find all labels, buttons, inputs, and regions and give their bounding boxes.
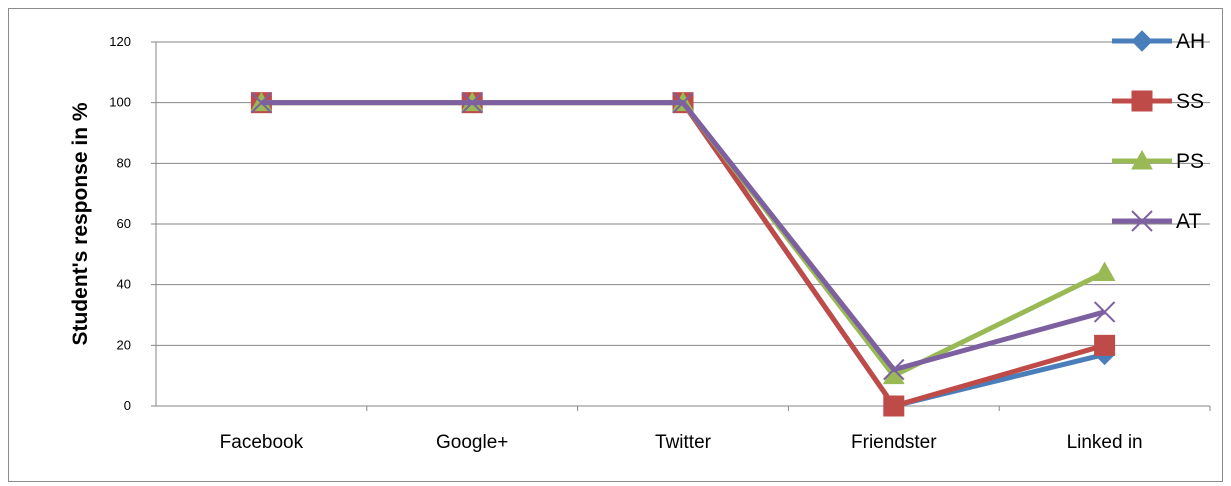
series-line	[261, 100, 1106, 379]
x-category-label: Twitter	[655, 432, 712, 453]
y-tick-label: 40	[117, 277, 131, 292]
series-at	[250, 91, 1116, 381]
series-marker-diamond	[1131, 30, 1153, 52]
series-line	[261, 100, 1106, 373]
legend-label: SS	[1176, 90, 1204, 113]
legend-label: PS	[1176, 150, 1204, 173]
y-tick-label: 120	[109, 34, 131, 49]
series-marker-x	[1131, 210, 1153, 232]
y-axis-label: Student's response in %	[69, 102, 92, 345]
x-category-label: Friendster	[851, 432, 937, 453]
series-marker-x	[250, 91, 273, 114]
legend-item-ss: SS	[1112, 90, 1204, 113]
series-line	[261, 100, 1106, 409]
chart-frame	[8, 8, 1223, 482]
series-lines	[250, 91, 1116, 417]
series-marker-square	[1094, 334, 1116, 356]
legend-item-ps: PS	[1112, 149, 1204, 173]
x-category-label: Facebook	[220, 432, 304, 453]
legend-label: AT	[1176, 210, 1201, 233]
y-axis-ticks: 0 20 40 60 80 100 120	[109, 34, 131, 413]
series-marker-triangle	[1093, 261, 1116, 282]
series-marker-triangle	[1131, 149, 1153, 170]
series-marker-x	[461, 91, 483, 114]
series-marker-x	[883, 358, 905, 381]
legend-item-at: AT	[1112, 210, 1201, 233]
series-ss	[250, 92, 1116, 417]
x-category-label: Linked in	[1067, 432, 1143, 453]
legend-item-ah: AH	[1112, 30, 1205, 53]
series-line	[261, 100, 1106, 409]
series-marker-square	[883, 395, 905, 417]
y-tick-label: 80	[117, 155, 131, 170]
x-axis-categories: Facebook Google+ Twitter Friendster Linked i…	[220, 432, 1143, 453]
y-tick-label: 20	[117, 337, 131, 352]
series-marker-x	[672, 91, 694, 114]
series-marker-x	[1093, 301, 1116, 323]
series-ah	[250, 91, 1116, 417]
series-marker-square	[1131, 90, 1153, 112]
x-category-label: Google+	[436, 432, 508, 453]
legend-label: AH	[1176, 30, 1205, 53]
legend: AH SS PS AT	[1112, 30, 1205, 233]
y-tick-label: 100	[109, 95, 131, 110]
series-ps	[250, 91, 1116, 385]
y-tick-label: 60	[117, 216, 131, 231]
y-tick-label: 0	[124, 398, 131, 413]
